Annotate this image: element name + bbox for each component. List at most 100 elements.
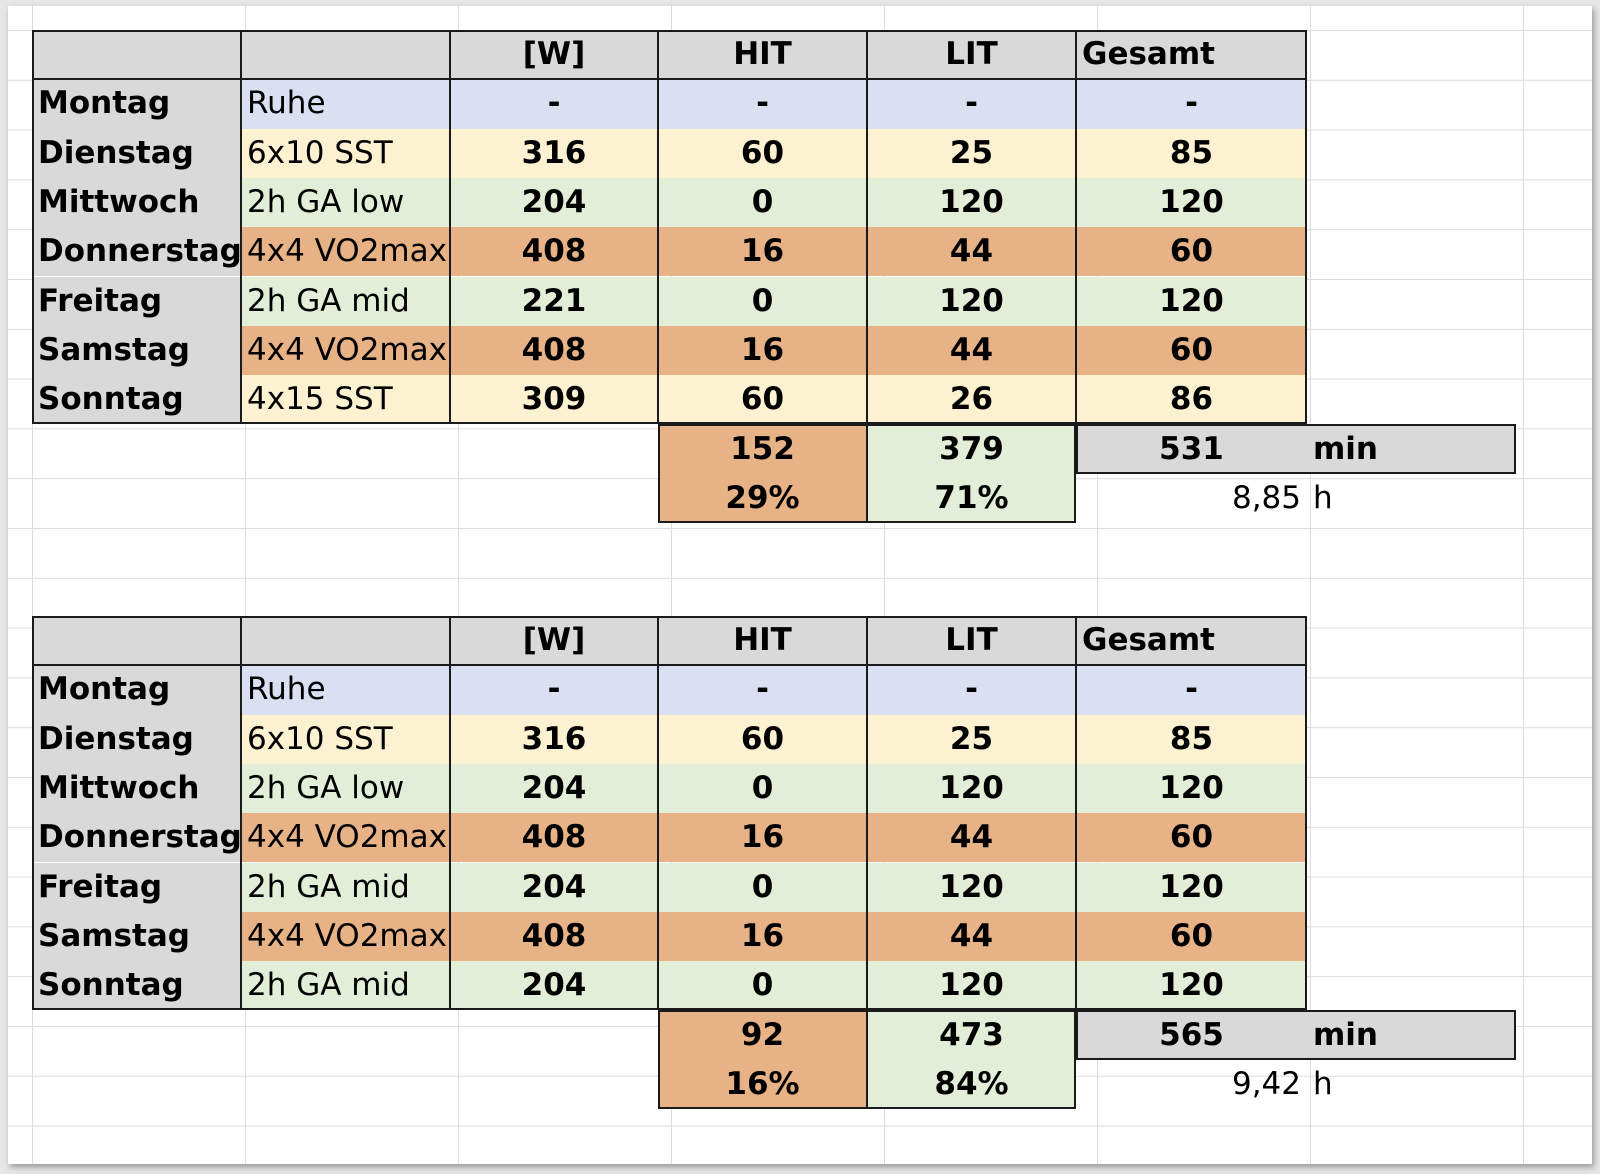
watts-cell[interactable]: -	[450, 79, 658, 129]
hit-cell[interactable]: 60	[658, 128, 867, 178]
hit-cell[interactable]: -	[658, 665, 867, 715]
day-cell[interactable]: Mittwoch	[32, 177, 241, 228]
hit-cell[interactable]: 16	[658, 813, 867, 863]
lit-cell[interactable]: 44	[867, 227, 1076, 277]
watts-cell[interactable]: 408	[450, 325, 658, 376]
unit-cell[interactable]: min	[1307, 1010, 1516, 1060]
header-cell[interactable]: Gesamt	[1076, 30, 1307, 80]
workout-cell[interactable]: 4x4 VO2max	[241, 227, 450, 277]
workout-cell[interactable]: 2h GA mid	[241, 961, 450, 1011]
watts-cell[interactable]: 309	[450, 375, 658, 425]
watts-cell[interactable]: 204	[450, 763, 658, 814]
workout-cell[interactable]: 2h GA low	[241, 763, 450, 814]
lit-cell[interactable]: -	[867, 79, 1076, 129]
header-cell[interactable]	[241, 30, 450, 80]
hit-sum-cell[interactable]: 152	[658, 424, 867, 474]
hit-cell[interactable]: 16	[658, 325, 867, 376]
watts-cell[interactable]: -	[450, 665, 658, 715]
total-cell[interactable]: 85	[1076, 714, 1307, 764]
day-cell[interactable]: Donnerstag	[32, 227, 241, 277]
header-cell[interactable]	[241, 616, 450, 666]
total-sum-cell[interactable]: 531	[1076, 424, 1307, 474]
day-cell[interactable]: Dienstag	[32, 714, 241, 764]
lit-cell[interactable]: 25	[867, 128, 1076, 178]
lit-percent-cell[interactable]: 84%	[867, 1059, 1076, 1109]
hit-cell[interactable]: -	[658, 79, 867, 129]
workout-cell[interactable]: 4x4 VO2max	[241, 911, 450, 962]
header-cell[interactable]: LIT	[867, 30, 1076, 80]
day-cell[interactable]: Sonntag	[32, 375, 241, 425]
lit-cell[interactable]: 120	[867, 177, 1076, 228]
day-cell[interactable]: Freitag	[32, 276, 241, 326]
lit-percent-cell[interactable]: 71%	[867, 473, 1076, 523]
lit-cell[interactable]: 120	[867, 763, 1076, 814]
header-cell[interactable]	[32, 30, 241, 80]
day-cell[interactable]: Montag	[32, 665, 241, 715]
total-cell[interactable]: 60	[1076, 325, 1307, 376]
hit-sum-cell[interactable]: 92	[658, 1010, 867, 1060]
hit-cell[interactable]: 16	[658, 911, 867, 962]
lit-sum-cell[interactable]: 379	[867, 424, 1076, 474]
hit-cell[interactable]: 0	[658, 763, 867, 814]
lit-sum-cell[interactable]: 473	[867, 1010, 1076, 1060]
day-cell[interactable]: Freitag	[32, 862, 241, 912]
day-cell[interactable]: Sonntag	[32, 961, 241, 1011]
watts-cell[interactable]: 316	[450, 714, 658, 764]
unit-cell[interactable]: min	[1307, 424, 1516, 474]
header-cell[interactable]: HIT	[658, 616, 867, 666]
lit-cell[interactable]: 120	[867, 276, 1076, 326]
total-cell[interactable]: 85	[1076, 128, 1307, 178]
hours-unit-cell[interactable]: h	[1313, 479, 1333, 516]
workout-cell[interactable]: Ruhe	[241, 665, 450, 715]
workout-cell[interactable]: 6x10 SST	[241, 128, 450, 178]
watts-cell[interactable]: 221	[450, 276, 658, 326]
lit-cell[interactable]: -	[867, 665, 1076, 715]
total-cell[interactable]: 86	[1076, 375, 1307, 425]
day-cell[interactable]: Samstag	[32, 325, 241, 376]
watts-cell[interactable]: 408	[450, 227, 658, 277]
day-cell[interactable]: Dienstag	[32, 128, 241, 178]
hit-cell[interactable]: 16	[658, 227, 867, 277]
watts-cell[interactable]: 408	[450, 813, 658, 863]
hours-unit-cell[interactable]: h	[1313, 1065, 1333, 1102]
day-cell[interactable]: Montag	[32, 79, 241, 129]
hit-percent-cell[interactable]: 16%	[658, 1059, 867, 1109]
header-cell[interactable]: [W]	[450, 616, 658, 666]
hit-cell[interactable]: 0	[658, 177, 867, 228]
watts-cell[interactable]: 316	[450, 128, 658, 178]
hit-cell[interactable]: 0	[658, 276, 867, 326]
hours-cell[interactable]: 8,85	[1231, 479, 1301, 516]
header-cell[interactable]: [W]	[450, 30, 658, 80]
total-cell[interactable]: 120	[1076, 763, 1307, 814]
watts-cell[interactable]: 204	[450, 177, 658, 228]
watts-cell[interactable]: 204	[450, 961, 658, 1011]
hit-percent-cell[interactable]: 29%	[658, 473, 867, 523]
total-cell[interactable]: 60	[1076, 227, 1307, 277]
workout-cell[interactable]: 6x10 SST	[241, 714, 450, 764]
header-cell[interactable]: HIT	[658, 30, 867, 80]
workout-cell[interactable]: 4x15 SST	[241, 375, 450, 425]
day-cell[interactable]: Donnerstag	[32, 813, 241, 863]
total-cell[interactable]: -	[1076, 79, 1307, 129]
lit-cell[interactable]: 44	[867, 813, 1076, 863]
hours-cell[interactable]: 9,42	[1231, 1065, 1301, 1102]
lit-cell[interactable]: 25	[867, 714, 1076, 764]
hit-cell[interactable]: 60	[658, 714, 867, 764]
day-cell[interactable]: Mittwoch	[32, 763, 241, 814]
header-cell[interactable]	[32, 616, 241, 666]
lit-cell[interactable]: 44	[867, 911, 1076, 962]
lit-cell[interactable]: 44	[867, 325, 1076, 376]
workout-cell[interactable]: 4x4 VO2max	[241, 325, 450, 376]
lit-cell[interactable]: 26	[867, 375, 1076, 425]
header-cell[interactable]: Gesamt	[1076, 616, 1307, 666]
watts-cell[interactable]: 204	[450, 862, 658, 912]
header-cell[interactable]: LIT	[867, 616, 1076, 666]
lit-cell[interactable]: 120	[867, 862, 1076, 912]
workout-cell[interactable]: 2h GA mid	[241, 862, 450, 912]
workout-cell[interactable]: 2h GA mid	[241, 276, 450, 326]
workout-cell[interactable]: 2h GA low	[241, 177, 450, 228]
workout-cell[interactable]: Ruhe	[241, 79, 450, 129]
hit-cell[interactable]: 60	[658, 375, 867, 425]
watts-cell[interactable]: 408	[450, 911, 658, 962]
total-cell[interactable]: -	[1076, 665, 1307, 715]
